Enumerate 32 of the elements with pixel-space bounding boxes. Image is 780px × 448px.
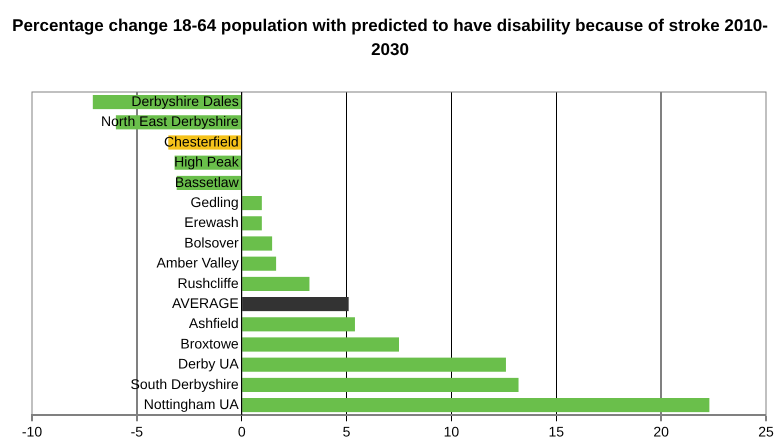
y-tick-label: Rushcliffe (177, 274, 239, 291)
bar (242, 398, 710, 412)
y-tick-label: AVERAGE (172, 294, 239, 311)
bar (242, 276, 310, 291)
y-tick-label: Gedling (190, 194, 239, 210)
y-tick-label: High Peak (174, 154, 240, 170)
y-tick-label: Ashfield (188, 315, 239, 332)
y-tick-label: Amber Valley (156, 254, 239, 271)
x-tick-label: -5 (130, 423, 144, 440)
bar (242, 378, 519, 392)
bar (242, 337, 399, 352)
y-tick-label: Derbyshire Dales (131, 92, 239, 109)
bar (242, 196, 262, 210)
chart-title: Percentage change 18-64 population with predicted to have disability because of stroke 2010-2030 (11, 15, 769, 61)
x-tick-label: 25 (758, 423, 774, 440)
bar (242, 216, 262, 230)
bar (242, 317, 355, 332)
x-tick-label: -10 (22, 423, 42, 440)
y-tick-label: Nottingham UA (144, 396, 240, 412)
y-tick-label: Broxtowe (180, 335, 239, 352)
bar (242, 256, 276, 271)
bar (242, 236, 272, 251)
y-tick-label: Bolsover (184, 234, 240, 250)
x-tick-label: 20 (653, 423, 670, 440)
bar (242, 358, 506, 372)
bar (242, 297, 349, 312)
x-tick-label: 0 (238, 423, 246, 440)
x-tick-label: 15 (548, 423, 564, 440)
y-tick-label: Erewash (184, 214, 239, 230)
x-tick-label: 5 (342, 423, 351, 440)
y-tick-label: Derby UA (178, 356, 240, 372)
x-tick-label: 10 (444, 423, 460, 440)
